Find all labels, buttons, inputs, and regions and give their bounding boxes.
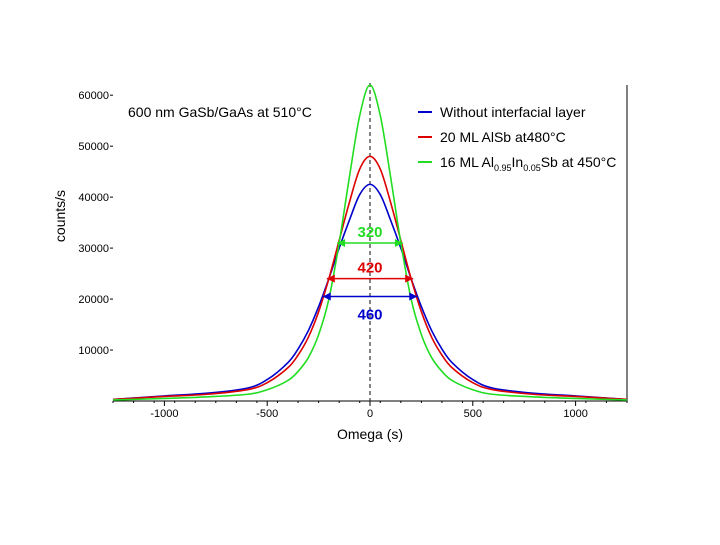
x-tick-label: 500	[464, 408, 482, 420]
legend-entry: 16 ML Al0.95In0.05Sb at 450°C	[440, 154, 616, 173]
fwhm-arrowhead-left	[337, 239, 346, 247]
fwhm-label: 420	[357, 260, 382, 277]
chart-annotation: 600 nm GaSb/GaAs at 510°C	[128, 104, 312, 120]
fwhm-arrowhead-right	[394, 239, 403, 247]
fwhm-group: 320 420 460	[322, 224, 418, 324]
x-axis-label: Omega (s)	[337, 426, 403, 442]
fwhm-arrowhead-right	[405, 274, 414, 283]
y-tick-label: 50000	[78, 141, 109, 153]
y-tick-label: 60000	[78, 90, 109, 102]
legend-text-part: 16 ML Al	[440, 154, 494, 170]
legend-entry: Without interfacial layer	[440, 104, 586, 120]
series-group	[112, 84, 628, 401]
x-tick-label: -1000	[150, 408, 178, 420]
fwhm-label: 460	[357, 307, 382, 324]
legend-entry: 20 ML AlSb at480°C	[440, 129, 566, 145]
series-line-2	[112, 155, 628, 401]
fwhm-arrowhead-right	[409, 292, 418, 301]
y-tick-label: 40000	[78, 192, 109, 204]
series-line-3	[112, 84, 628, 401]
series-line-1	[112, 183, 628, 401]
y-tick-label: 20000	[78, 294, 109, 306]
y-tick-label: 10000	[78, 345, 109, 357]
legend-text-part: Sb at 450°C	[541, 154, 617, 170]
legend-text-part: In	[512, 154, 524, 170]
y-axis-label: counts/s	[52, 190, 68, 242]
axes: -1000 -500 0 500 1000 10000 20000 30000 40000 500…	[78, 83, 628, 420]
x-tick-label: -500	[256, 408, 278, 420]
y-tick-label: 30000	[78, 243, 109, 255]
legend-subscript: 0.05	[523, 163, 541, 173]
fwhm-arrowhead-left	[326, 274, 335, 283]
fwhm-arrowhead-left	[322, 292, 331, 301]
legend-subscript: 0.95	[494, 163, 512, 173]
x-tick-label: 0	[367, 408, 373, 420]
legend: Without interfacial layer 20 ML AlSb at48…	[418, 104, 616, 173]
x-tick-label: 1000	[563, 408, 587, 420]
fwhm-label: 320	[357, 224, 382, 241]
